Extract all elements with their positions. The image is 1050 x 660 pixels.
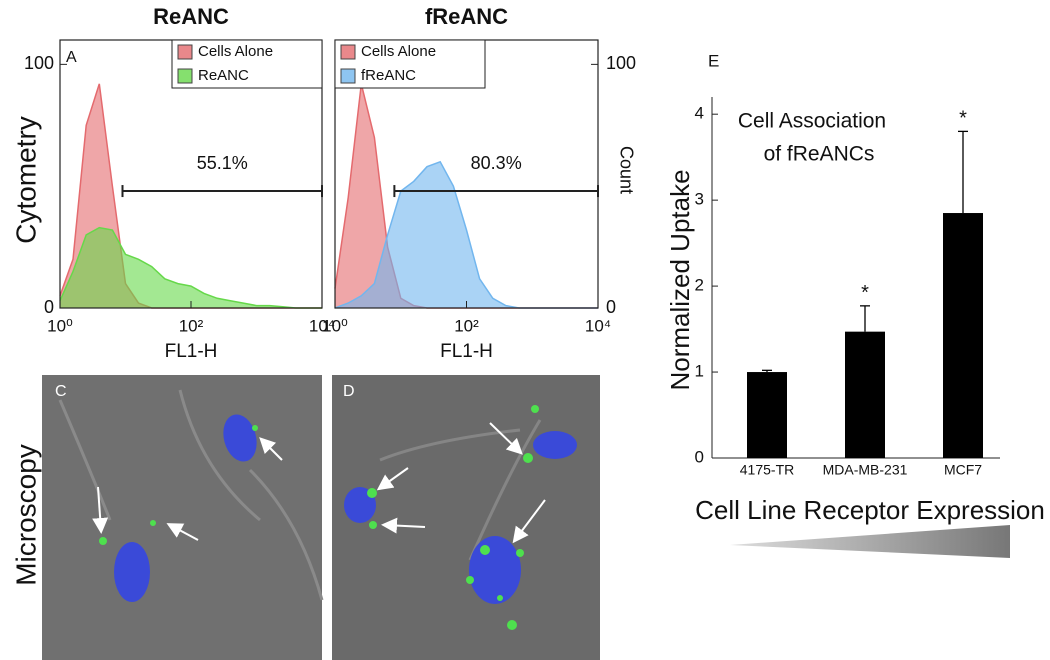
row-label: Cytometry xyxy=(10,116,41,244)
bar xyxy=(747,372,787,458)
bar xyxy=(943,213,983,458)
y-tick-label: 3 xyxy=(695,190,704,209)
micrograph: D xyxy=(332,375,600,660)
panel-label: A xyxy=(66,49,77,66)
micrograph: C xyxy=(42,375,324,660)
x-tick-label: 10² xyxy=(179,316,204,335)
area-fill xyxy=(60,227,322,308)
legend-box xyxy=(334,39,486,89)
legend-label: Cells Alone xyxy=(198,43,273,60)
legend-label: fReANC xyxy=(361,67,416,84)
chart-title: ReANC xyxy=(153,4,229,29)
area-fill xyxy=(335,161,598,308)
y-tick-label: 1 xyxy=(695,362,704,381)
x-tick-label: 10² xyxy=(454,316,479,335)
legend-swatch xyxy=(177,68,193,84)
histogram-line xyxy=(59,226,322,309)
gate-label: 80.3% xyxy=(471,153,522,173)
panel-label: C xyxy=(55,383,67,400)
y-tick-label: 0 xyxy=(606,297,616,317)
legend-box xyxy=(171,39,323,89)
expression-wedge xyxy=(730,525,1010,558)
x-tick-label: MCF7 xyxy=(944,462,982,478)
x-axis-label: Cell Line Receptor Expression xyxy=(695,495,1045,525)
x-tick-label: 4175-TR xyxy=(740,462,794,478)
y-tick-label: 4 xyxy=(695,104,704,123)
x-tick-label: MDA-MB-231 xyxy=(823,462,908,478)
gate-label: 55.1% xyxy=(197,153,248,173)
y-axis-label: Count xyxy=(616,146,636,194)
y-axis-label: Normalized Uptake xyxy=(665,169,695,390)
legend-label: Cells Alone xyxy=(361,43,436,60)
x-axis-label: FL1-H xyxy=(440,341,493,362)
significance-mark: * xyxy=(959,108,967,130)
bar xyxy=(845,331,885,458)
y-tick-label: 100 xyxy=(606,53,636,73)
row-label: Microscopy xyxy=(10,444,41,586)
area-fill xyxy=(335,83,598,309)
y-tick-label: 0 xyxy=(44,297,54,317)
x-tick-label: 10⁰ xyxy=(322,316,348,335)
x-axis-label: FL1-H xyxy=(165,341,218,362)
panel-label: D xyxy=(343,383,355,400)
legend-swatch xyxy=(340,68,356,84)
chart-title: of fReANCs xyxy=(764,143,875,166)
y-tick-label: 0 xyxy=(695,447,704,466)
x-tick-label: 10⁴ xyxy=(585,316,611,335)
significance-mark: * xyxy=(861,282,869,304)
y-tick-label: 100 xyxy=(24,53,54,73)
chart-title: fReANC xyxy=(425,4,508,29)
legend-swatch xyxy=(340,44,356,60)
legend-swatch xyxy=(177,44,193,60)
y-tick-label: 2 xyxy=(695,276,704,295)
x-tick-label: 10⁰ xyxy=(47,316,73,335)
panel-label: E xyxy=(708,51,719,70)
x-tick-label: 10⁴ xyxy=(309,316,335,335)
chart-title: Cell Association xyxy=(738,110,886,133)
legend-label: ReANC xyxy=(198,67,249,84)
